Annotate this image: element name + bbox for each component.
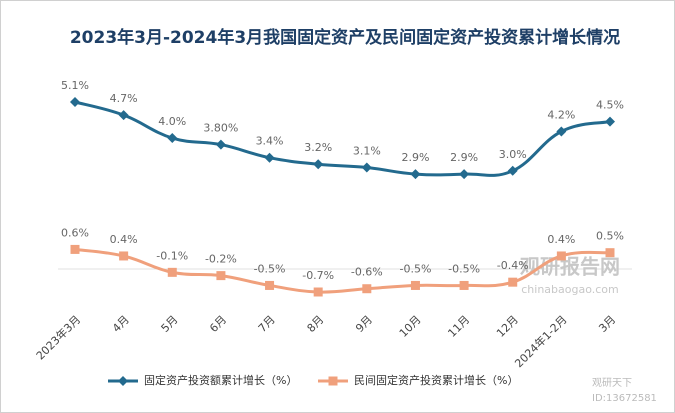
data-label: 3.0% [499,148,527,161]
data-label: -0.5% [254,262,286,275]
data-point [556,126,567,137]
data-label: 4.2% [547,108,575,121]
data-label: -0.5% [399,262,431,275]
data-point [265,280,275,290]
watermark: chinabaogao.com [521,283,619,296]
watermark: ID:13672581 [592,393,657,404]
series-line [74,247,611,294]
data-point [70,97,80,107]
data-label: 3.2% [304,141,332,154]
data-point [119,251,129,261]
data-point [605,116,615,127]
data-label: 5.1% [61,79,89,92]
data-label: 4.5% [596,99,624,112]
data-label: -0.4% [497,259,529,272]
data-label: 0.5% [596,230,624,243]
data-point [167,133,178,144]
data-label: 3.4% [256,135,284,148]
legend-label: 民间固定资产投资累计增长（%） [354,373,518,387]
data-point [216,271,226,281]
data-label: -0.7% [302,269,334,282]
data-point [556,251,566,261]
data-point [362,284,372,294]
data-label: 0.4% [110,233,138,246]
legend-marker [328,376,338,386]
data-label: 3.1% [353,145,381,158]
data-point [167,267,177,277]
data-label: -0.5% [448,262,480,275]
data-point [459,280,469,290]
data-label: 4.7% [110,92,138,105]
data-label: 2.9% [401,151,429,164]
data-point [410,169,421,180]
legend-label: 固定资产投资额累计增长（%） [144,373,297,387]
data-label: 0.6% [61,226,89,239]
data-point [313,159,324,170]
data-label: -0.2% [205,253,237,266]
data-point [118,110,129,121]
watermark: 观研报告网 [520,255,620,279]
data-label: -0.6% [351,266,383,279]
data-point [410,280,420,290]
data-point [605,248,615,258]
legend-marker [118,376,128,386]
data-point [507,165,518,176]
data-point [361,162,372,173]
data-label: 3.80% [203,122,238,135]
watermark: 观研天下 [592,377,632,389]
data-point [508,277,518,287]
data-point [264,152,275,163]
data-point [70,244,80,254]
data-label: 0.4% [547,233,575,246]
chart-title: 2023年3月-2024年3月我国固定资产及民间固定资产投资累计增长情况 [70,27,620,48]
data-point [313,287,323,297]
data-point [215,139,226,150]
data-label: 4.0% [158,115,186,128]
data-label: 2.9% [450,151,478,164]
data-point [459,169,470,180]
data-label: -0.1% [156,249,188,262]
